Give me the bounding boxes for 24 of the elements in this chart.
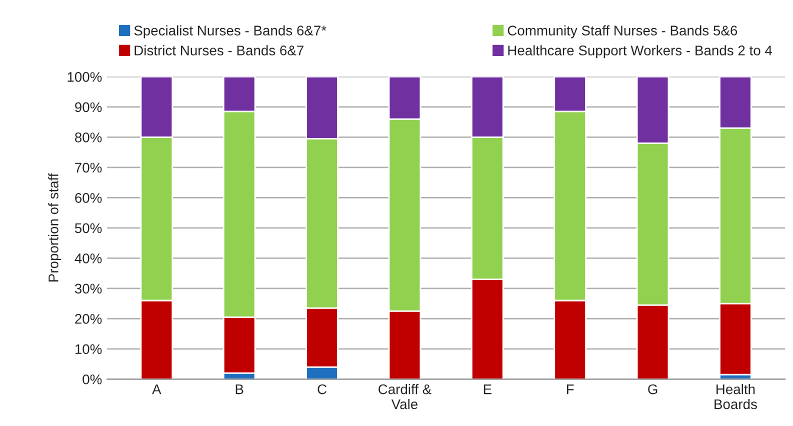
x-tick-label: Health Boards: [714, 384, 757, 410]
y-tick-label: 50%: [74, 223, 102, 234]
x-tick-label: C: [318, 384, 327, 394]
y-tick-label: 100%: [68, 72, 102, 82]
y-tick-label: 30%: [74, 284, 102, 294]
legend-label: Community Staff Nurses - Bands 5&6: [508, 25, 738, 38]
legend-label: District Nurses - Bands 6&7: [134, 45, 304, 56]
y-tick-label: 90%: [75, 102, 102, 112]
x-tick-label: Cardiff & Vale: [378, 384, 432, 410]
x-tick-label: E: [484, 384, 492, 394]
y-tick-label: 80%: [75, 132, 102, 142]
x-tick-label: F: [566, 384, 574, 394]
y-tick-label: 0%: [82, 374, 102, 384]
y-tick-label: 70%: [75, 162, 102, 173]
legend-label: Healthcare Support Workers - Bands 2 to 4: [508, 45, 772, 58]
y-tick-label: 40%: [74, 253, 102, 264]
x-tick-label: G: [648, 384, 658, 394]
y-tick-label: 20%: [75, 314, 102, 324]
y-axis-title: Proportion of staff: [48, 173, 62, 282]
x-tick-label: B: [236, 384, 244, 394]
x-tick-label: A: [152, 384, 162, 394]
y-tick-label: 60%: [75, 193, 102, 203]
legend-label: Specialist Nurses - Bands 6&7*: [134, 25, 326, 38]
y-tick-label: 10%: [75, 344, 102, 354]
